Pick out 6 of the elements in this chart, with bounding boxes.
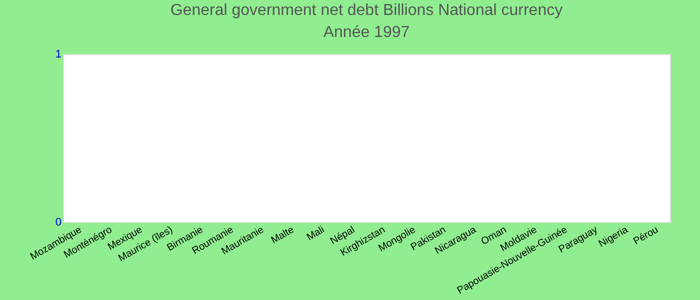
y-tick-label: 0 — [55, 216, 62, 228]
y-tick-label: 1 — [55, 48, 62, 60]
x-tick-label: Malte — [269, 224, 297, 246]
chart-title: General government net debt Billions National currency — [170, 2, 563, 19]
x-tick-label: Mali — [305, 224, 326, 244]
chart-subtitle: Année 1997 — [323, 24, 410, 41]
